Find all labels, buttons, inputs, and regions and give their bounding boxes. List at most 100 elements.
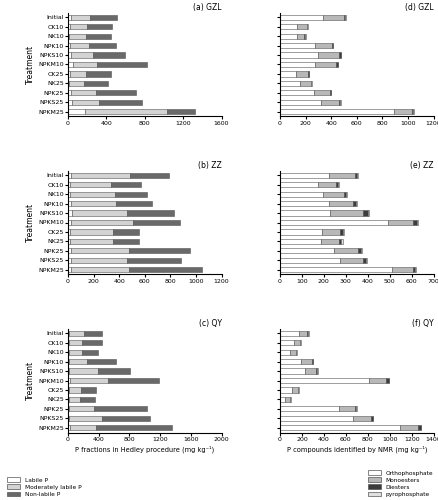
Bar: [296, 350, 297, 355]
Bar: [368, 210, 369, 216]
Bar: [68, 100, 72, 105]
Bar: [280, 425, 399, 430]
Bar: [280, 201, 329, 206]
Bar: [280, 388, 292, 392]
Bar: [280, 90, 314, 96]
Bar: [290, 350, 296, 355]
Bar: [68, 81, 69, 86]
Bar: [318, 52, 339, 58]
Bar: [68, 72, 70, 76]
Bar: [297, 24, 307, 30]
Bar: [280, 43, 314, 48]
Bar: [69, 388, 81, 392]
Bar: [280, 397, 286, 402]
Bar: [68, 416, 70, 421]
Bar: [299, 330, 307, 336]
Bar: [280, 258, 340, 263]
Bar: [280, 368, 305, 374]
Bar: [96, 425, 172, 430]
Bar: [356, 201, 357, 206]
Bar: [68, 368, 70, 374]
Bar: [366, 258, 367, 263]
Bar: [313, 359, 314, 364]
Bar: [280, 416, 353, 421]
Bar: [329, 201, 353, 206]
Bar: [69, 34, 86, 38]
Bar: [68, 220, 71, 225]
Bar: [70, 416, 102, 421]
Bar: [97, 62, 147, 67]
Bar: [72, 100, 99, 105]
Bar: [339, 239, 341, 244]
Bar: [314, 90, 330, 96]
Text: (c) QY: (c) QY: [198, 319, 222, 328]
Bar: [98, 368, 130, 374]
Bar: [338, 182, 339, 188]
Bar: [68, 248, 71, 254]
Bar: [73, 62, 97, 67]
Text: (b) ZZ: (b) ZZ: [198, 160, 222, 170]
Bar: [84, 330, 102, 336]
Bar: [129, 267, 202, 272]
Bar: [116, 201, 152, 206]
Y-axis label: Treatment: Treatment: [26, 45, 35, 84]
Bar: [115, 192, 147, 196]
Text: (e) ZZ: (e) ZZ: [410, 160, 434, 170]
Bar: [344, 192, 346, 196]
Bar: [332, 43, 333, 48]
Text: (a) GZL: (a) GZL: [193, 2, 222, 12]
Bar: [70, 368, 98, 374]
Bar: [71, 220, 133, 225]
Bar: [87, 24, 112, 30]
Bar: [68, 24, 70, 30]
Bar: [417, 220, 418, 225]
Bar: [413, 267, 415, 272]
Bar: [296, 72, 308, 76]
Bar: [280, 192, 323, 196]
Bar: [90, 14, 117, 20]
Bar: [68, 43, 70, 48]
Bar: [316, 368, 318, 374]
Bar: [360, 248, 362, 254]
Bar: [315, 62, 336, 67]
X-axis label: P fractions in Hedley procedure (mg kg⁻¹): P fractions in Hedley procedure (mg kg⁻¹…: [75, 446, 214, 454]
Bar: [355, 406, 357, 412]
Bar: [280, 230, 321, 234]
Bar: [70, 24, 87, 30]
Bar: [167, 109, 194, 114]
Bar: [280, 406, 339, 412]
Bar: [280, 24, 297, 30]
Bar: [418, 425, 420, 430]
Bar: [133, 220, 180, 225]
Bar: [286, 397, 290, 402]
Bar: [308, 72, 309, 76]
Y-axis label: Treatment: Treatment: [26, 361, 35, 400]
Bar: [353, 201, 356, 206]
Bar: [68, 210, 72, 216]
Bar: [86, 34, 111, 38]
Bar: [68, 406, 69, 412]
Bar: [394, 109, 412, 114]
Bar: [412, 109, 413, 114]
Bar: [68, 378, 70, 383]
Bar: [392, 267, 413, 272]
Bar: [280, 62, 315, 67]
Bar: [321, 230, 340, 234]
Bar: [369, 378, 386, 383]
Bar: [339, 100, 340, 105]
Bar: [68, 425, 70, 430]
Y-axis label: Treatment: Treatment: [26, 203, 35, 242]
Bar: [364, 210, 368, 216]
Bar: [71, 192, 115, 196]
Bar: [89, 43, 116, 48]
Legend: Orthophosphate, Monoesters, Diesters, pyrophosphate: Orthophosphate, Monoesters, Diesters, py…: [368, 470, 433, 497]
Bar: [68, 230, 71, 234]
Bar: [72, 210, 127, 216]
Bar: [280, 350, 290, 355]
Bar: [69, 397, 80, 402]
Bar: [280, 34, 297, 38]
Bar: [413, 220, 417, 225]
Bar: [330, 210, 364, 216]
Bar: [324, 14, 344, 20]
Bar: [71, 239, 113, 244]
